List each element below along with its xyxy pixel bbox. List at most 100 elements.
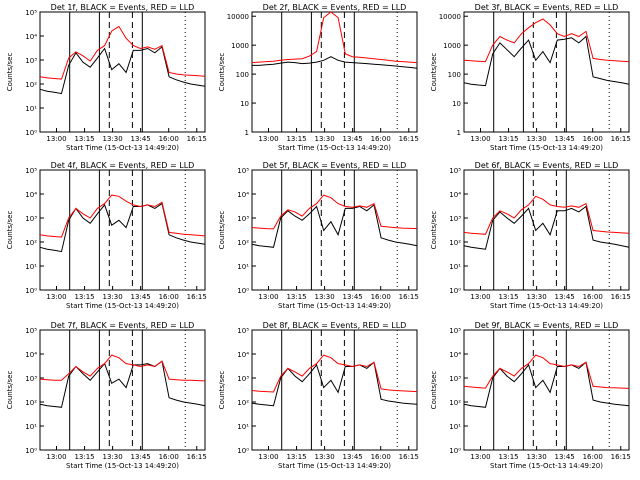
panel-title: Det 6f, BLACK = Events, RED = LLD [475, 161, 619, 170]
y-tick-label: 10⁵ [25, 9, 37, 17]
y-tick-label: 10⁴ [449, 351, 461, 359]
plot-frame [463, 329, 630, 451]
x-tick-label: 13:30 [527, 135, 547, 143]
y-tick-label: 10³ [25, 57, 37, 65]
y-tick-label: 10⁵ [25, 167, 37, 175]
plot-frame [463, 11, 630, 133]
x-tick-label: 13:15 [74, 293, 94, 301]
y-tick-label: 10² [449, 399, 461, 407]
x-tick-label: 13:30 [315, 135, 335, 143]
y-tick-label: 10⁰ [25, 129, 37, 137]
series-lld-line [463, 18, 630, 63]
panel-det-7: Det 7f, BLACK = Events, RED = LLD Counts/… [6, 321, 207, 470]
series-lld-line [251, 11, 418, 64]
x-tick-label: 16:15 [187, 135, 207, 143]
series-events-line [252, 56, 418, 69]
plot-frame [251, 169, 418, 291]
x-tick-label: 13:45 [343, 453, 363, 461]
x-tick-label: 16:00 [159, 453, 179, 461]
plot-frame [39, 329, 206, 451]
series-lld-line [463, 354, 630, 389]
plot-frame [463, 169, 630, 291]
y-tick-label: 10³ [449, 215, 461, 223]
y-tick-label: 10¹ [25, 105, 37, 113]
y-tick-label: 10³ [25, 375, 37, 383]
y-tick-label: 10⁰ [237, 447, 249, 455]
panel-det-8: Det 8f, BLACK = Events, RED = LLD Counts/… [218, 321, 419, 470]
y-tick-label: 10⁰ [237, 287, 249, 295]
x-tick-label: 16:15 [399, 293, 419, 301]
panel-det-5: Det 5f, BLACK = Events, RED = LLD Counts/… [218, 161, 419, 310]
y-tick-label: 1 [457, 129, 461, 137]
panel-title: Det 7f, BLACK = Events, RED = LLD [51, 321, 195, 330]
x-tick-label: 13:15 [74, 453, 94, 461]
y-tick-label: 10¹ [25, 263, 37, 271]
x-tick-label: 13:15 [498, 453, 518, 461]
plot-frame [251, 329, 418, 451]
y-tick-label: 10⁴ [25, 33, 37, 41]
x-tick-label: 13:00 [46, 293, 66, 301]
series-events-line [251, 203, 418, 248]
x-axis-label: Start Time (15-Oct-13 14:49:20) [66, 302, 179, 310]
y-tick-label: 10¹ [25, 423, 37, 431]
x-tick-label: 16:00 [371, 135, 391, 143]
x-tick-label: 16:15 [187, 293, 207, 301]
x-tick-label: 16:00 [371, 453, 391, 461]
y-tick-label: 10⁴ [449, 191, 461, 199]
y-tick-label: 10000 [227, 13, 249, 21]
y-axis-label: Counts/sec [430, 53, 438, 92]
y-tick-label: 10³ [449, 375, 461, 383]
x-tick-label: 13:15 [286, 293, 306, 301]
x-tick-label: 13:45 [131, 135, 151, 143]
x-tick-label: 13:00 [470, 453, 490, 461]
x-tick-label: 16:00 [583, 293, 603, 301]
x-tick-label: 16:00 [583, 135, 603, 143]
x-axis-label: Start Time (15-Oct-13 14:49:20) [490, 462, 603, 470]
x-tick-label: 13:00 [258, 135, 278, 143]
x-tick-label: 16:15 [611, 453, 631, 461]
series-events-line [39, 202, 206, 253]
y-axis-label: Counts/sec [218, 211, 226, 250]
y-tick-label: 10¹ [237, 423, 249, 431]
panel-title: Det 9f, BLACK = Events, RED = LLD [475, 321, 619, 330]
y-tick-label: 10⁵ [237, 167, 249, 175]
y-tick-label: 10⁰ [449, 447, 461, 455]
y-tick-label: 1 [245, 129, 249, 137]
y-tick-label: 10¹ [237, 263, 249, 271]
panel-det-3: Det 3f, BLACK = Events, RED = LLD Counts/… [430, 3, 631, 152]
x-axis-label: Start Time (15-Oct-13 14:49:20) [278, 462, 391, 470]
y-tick-label: 10⁵ [237, 327, 249, 335]
panel-title: Det 8f, BLACK = Events, RED = LLD [263, 321, 407, 330]
x-tick-label: 16:00 [583, 453, 603, 461]
x-tick-label: 16:15 [399, 453, 419, 461]
panel-title: Det 2f, BLACK = Events, RED = LLD [263, 3, 407, 12]
y-tick-label: 10³ [237, 215, 249, 223]
series-lld-line [39, 194, 206, 238]
x-tick-label: 13:00 [258, 453, 278, 461]
panel-title: Det 1f, BLACK = Events, RED = LLD [51, 3, 195, 12]
x-tick-label: 13:45 [343, 293, 363, 301]
x-axis-label: Start Time (15-Oct-13 14:49:20) [278, 144, 391, 152]
x-axis-label: Start Time (15-Oct-13 14:49:20) [490, 144, 603, 152]
y-tick-label: 10² [449, 239, 461, 247]
panel-det-9: Det 9f, BLACK = Events, RED = LLD Counts/… [430, 321, 631, 470]
y-tick-label: 100 [448, 71, 461, 79]
x-tick-label: 13:30 [103, 135, 123, 143]
series-events-line [251, 361, 418, 407]
plot-frame [39, 11, 206, 133]
x-tick-label: 13:30 [527, 293, 547, 301]
panel-title: Det 3f, BLACK = Events, RED = LLD [475, 3, 619, 12]
series-lld-line [39, 25, 206, 80]
y-tick-label: 10 [240, 100, 249, 108]
y-tick-label: 10⁰ [25, 287, 37, 295]
x-tick-label: 13:45 [343, 135, 363, 143]
series-events-line [39, 360, 206, 408]
x-tick-label: 13:00 [46, 453, 66, 461]
y-tick-label: 10² [25, 399, 37, 407]
x-tick-label: 13:30 [315, 453, 335, 461]
plot-frame [39, 169, 206, 291]
y-tick-label: 10⁰ [25, 447, 37, 455]
series-lld-line [251, 354, 418, 393]
y-tick-label: 10⁵ [449, 167, 461, 175]
